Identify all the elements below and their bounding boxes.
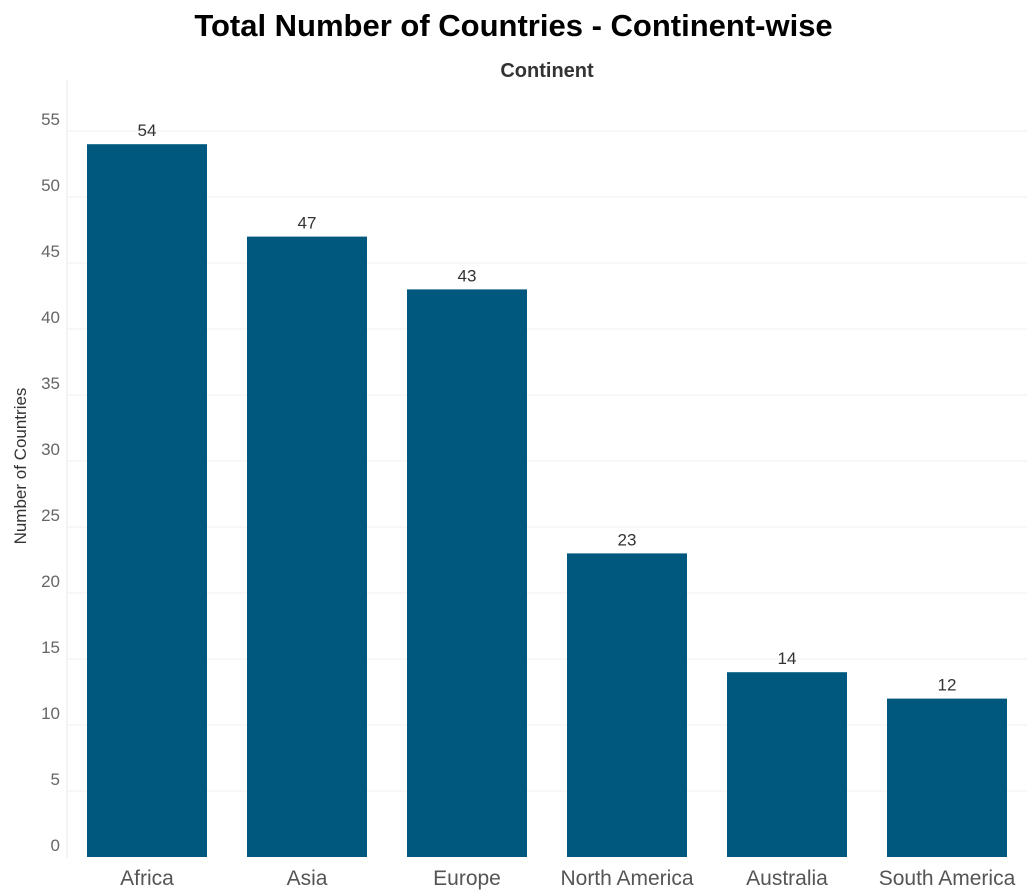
y-tick-label: 25 [41, 506, 60, 525]
data-label: 54 [138, 121, 157, 140]
bar [887, 698, 1007, 857]
category-labels: Africa Asia Europe North America Australia So… [120, 867, 1015, 890]
category-label: Europe [433, 867, 501, 890]
category-label: North America [560, 867, 693, 890]
chart-title: Total Number of Countries - Continent-wi… [194, 8, 833, 43]
y-tick-label: 30 [41, 440, 60, 459]
category-label: Australia [746, 867, 828, 890]
column-header: Continent [500, 60, 594, 82]
data-label: 47 [298, 214, 317, 233]
bar [407, 289, 527, 857]
y-tick-label: 55 [41, 110, 60, 129]
y-tick-label: 0 [51, 836, 60, 855]
bar [87, 144, 207, 857]
y-tick-label: 20 [41, 572, 60, 591]
y-axis-title: Number of Countries [11, 388, 30, 545]
y-tick-label: 40 [41, 308, 60, 327]
data-label: 14 [778, 649, 797, 668]
data-label: 23 [618, 530, 637, 549]
y-tick-label: 15 [41, 638, 60, 657]
bar [727, 672, 847, 857]
category-label: Africa [120, 867, 174, 890]
data-label: 43 [458, 266, 477, 285]
data-labels: 54 47 43 23 14 12 [138, 121, 957, 694]
category-label: South America [879, 867, 1016, 890]
category-label: Asia [287, 867, 328, 890]
y-tick-label: 10 [41, 704, 60, 723]
y-axis-ticks: 0 5 10 15 20 25 30 35 40 45 50 55 [41, 110, 60, 855]
bars [87, 144, 1007, 858]
y-tick-label: 5 [51, 770, 60, 789]
bar [567, 553, 687, 857]
y-tick-label: 50 [41, 176, 60, 195]
y-tick-label: 45 [41, 242, 60, 261]
gridlines [67, 130, 1027, 792]
data-label: 12 [938, 676, 957, 695]
bar [247, 236, 367, 858]
y-tick-label: 35 [41, 374, 60, 393]
